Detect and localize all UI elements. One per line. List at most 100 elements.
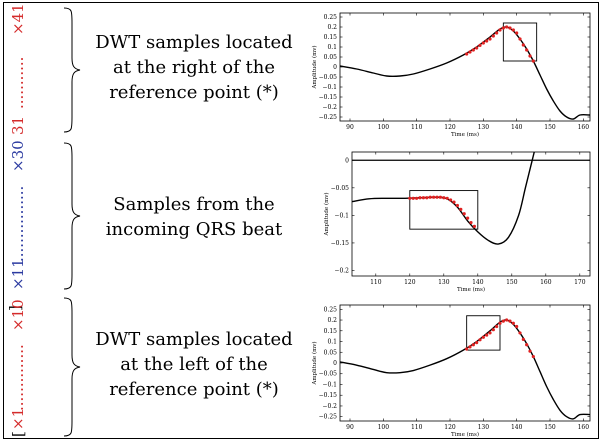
sample-point — [501, 319, 505, 323]
sample-point — [465, 52, 469, 56]
y-tick-label: −0.1 — [322, 84, 337, 91]
y-tick-label: 0 — [333, 64, 337, 71]
row-right-samples: 31 ........... ×41 DWT samples located a… — [4, 3, 600, 138]
plot-area — [340, 319, 590, 420]
plot-axes-box — [339, 12, 591, 122]
sample-point — [449, 198, 453, 202]
y-tick-label: 0.1 — [327, 44, 337, 51]
index-label-1: ×1 — [9, 408, 27, 430]
sample-point — [469, 220, 473, 225]
sample-point — [528, 349, 532, 353]
sample-point — [511, 28, 515, 32]
y-tick-label: −0.15 — [331, 240, 350, 247]
y-axis-label: Amplitude (mv) — [311, 45, 318, 89]
index-label-10: ×10 — [9, 299, 27, 331]
dotted-leader: ........... — [9, 57, 27, 109]
sample-point — [421, 196, 425, 200]
desc-line: reference point (*) — [109, 82, 279, 103]
dotted-leader: .............. — [9, 344, 27, 411]
y-tick-label: 0.05 — [324, 349, 338, 356]
description-left: DWT samples located at the left of the r… — [84, 327, 304, 402]
sample-point — [462, 212, 466, 216]
x-tick-label: 150 — [544, 424, 556, 431]
sample-point — [498, 28, 502, 32]
y-tick-label: 0.05 — [324, 54, 338, 61]
sample-point — [485, 333, 489, 337]
chart-left-svg: 90 100 110 120 130 140 150 160 0.25 0.2 0.15 0.1 0.0… — [311, 304, 591, 438]
desc-line: at the right of the — [112, 57, 276, 78]
curly-brace — [63, 142, 81, 290]
sample-point — [425, 196, 429, 200]
x-tick-label: 140 — [511, 424, 523, 431]
desc-line: Samples from the — [113, 194, 275, 215]
sample-point — [468, 345, 472, 349]
highlight-box — [409, 190, 479, 230]
chart-right-svg: 90 100 110 120 130 140 150 160 0.25 0.2 0.15 0.1 0.0… — [311, 12, 591, 138]
index-label-column: ×11 ................ ×30 — [6, 138, 30, 295]
signal-line — [352, 152, 535, 245]
sample-point — [525, 48, 529, 52]
y-tick-label: −0.2 — [322, 403, 337, 410]
desc-line: at the left of the — [120, 354, 268, 375]
x-tick-label: 90 — [346, 424, 354, 431]
y-tick-label: 0 — [333, 360, 337, 367]
sample-point — [445, 196, 449, 200]
x-tick-label: 110 — [411, 124, 423, 131]
sample-point — [442, 196, 446, 200]
sample-point — [481, 41, 485, 45]
dotted-leader: ................ — [9, 186, 27, 262]
sample-point — [498, 321, 502, 325]
x-tick-label: 130 — [438, 279, 450, 286]
y-tick-label: 0.15 — [324, 34, 338, 41]
index-label-31: 31 — [9, 116, 27, 135]
x-tick-label: 130 — [478, 424, 490, 431]
y-tick-label: −0.05 — [319, 74, 338, 81]
sample-point — [488, 331, 492, 335]
sample-point — [515, 324, 519, 329]
sample-point — [438, 195, 442, 199]
x-tick-label: 150 — [506, 279, 518, 286]
sample-point — [505, 25, 509, 29]
vertical-index-labels: 31 ........... ×41 — [9, 3, 27, 135]
index-label-11: ×11 — [9, 258, 27, 290]
y-tick-label: −0.05 — [331, 185, 350, 192]
sample-point — [455, 203, 459, 208]
plot-right: 90 100 110 120 130 140 150 160 0.25 0.2 0.15 0.1 0.0… — [306, 7, 600, 138]
sample-point — [491, 34, 495, 38]
y-tick-label: −0.25 — [319, 414, 338, 421]
x-tick-label: 90 — [346, 124, 354, 131]
x-tick-label: 160 — [540, 279, 552, 286]
y-axis-label: Amplitude (mv) — [311, 341, 318, 385]
sample-point — [471, 48, 475, 52]
sample-point — [501, 26, 505, 30]
x-tick-label: 120 — [444, 424, 456, 431]
y-tick-label: 0.15 — [324, 328, 338, 335]
sample-point — [508, 319, 512, 323]
figure-frame: 31 ........... ×41 DWT samples located a… — [3, 2, 599, 439]
index-label-41: ×41 — [9, 3, 27, 35]
y-tick-label: −0.2 — [322, 104, 337, 111]
x-tick-label: 170 — [574, 279, 586, 286]
row-incoming-qrs: ×11 ................ ×30 Samples from th… — [4, 138, 600, 295]
y-tick-label: 0.25 — [324, 14, 338, 21]
y-tick-label: 0.25 — [324, 306, 338, 313]
sample-point — [511, 321, 515, 325]
x-tick-label: 100 — [378, 124, 390, 131]
y-tick-label: −0.05 — [319, 371, 338, 378]
plot-area — [352, 152, 590, 245]
curly-brace — [63, 7, 81, 133]
description-right: DWT samples located at the right of the … — [84, 30, 304, 105]
sample-point — [478, 338, 482, 342]
plot-axes-box — [351, 151, 591, 277]
sample-point — [528, 54, 532, 58]
signal-line — [340, 26, 590, 120]
index-label-column: ] [ ×1 .............. ×10 — [6, 295, 30, 440]
description-qrs: Samples from the incoming QRS beat — [84, 192, 304, 242]
sample-point — [465, 347, 469, 351]
y-tick-label: −0.15 — [319, 392, 338, 399]
sample-point — [428, 195, 432, 199]
sample-point — [435, 195, 439, 199]
plot-axes-box — [339, 304, 591, 422]
sample-point — [531, 59, 535, 63]
sample-point — [508, 26, 512, 30]
